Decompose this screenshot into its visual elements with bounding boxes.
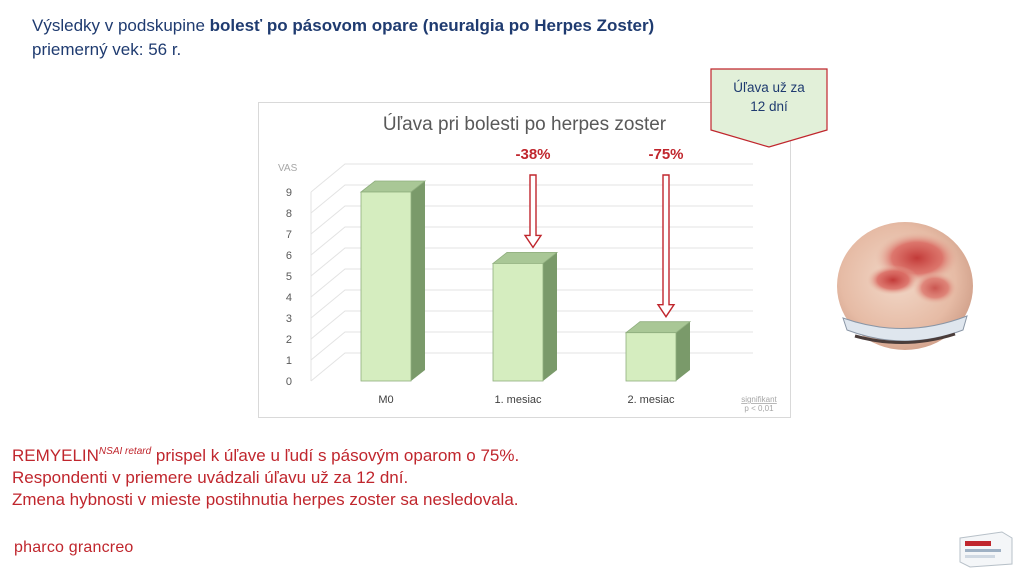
product-box-image xyxy=(959,531,1013,568)
header-line-2: priemerný vek: 56 r. xyxy=(32,40,182,59)
y-tick-label: 8 xyxy=(286,208,292,220)
down-arrow xyxy=(656,174,676,318)
summary-text: REMYELINNSAI retard prispel k úľave u ľu… xyxy=(12,441,519,511)
bar-chart: 0 1 2 3 4 5 6 7 8 9 VAS M0 1. mesiac 2. mesiac -38% -75… xyxy=(278,146,778,413)
y-tick-label: 1 xyxy=(286,355,292,367)
gridline xyxy=(310,247,753,277)
callout-line-2: 12 dní xyxy=(750,99,788,114)
summary-line-1-rest: prispel k úľave u ľudí s pásovým oparom … xyxy=(151,446,520,465)
x-tick-label: 1. mesiac xyxy=(494,394,542,406)
bar xyxy=(360,191,412,382)
gridline xyxy=(310,163,753,193)
chart-frame: Úľava pri bolesti po herpes zoster 0 1 2 3 4… xyxy=(258,102,791,418)
header-line-1: Výsledky v podskupine bolesť po pásovom … xyxy=(32,14,654,38)
gridline xyxy=(310,352,753,382)
callout-line-1: Úľava už za xyxy=(733,80,805,95)
header-prefix: Výsledky v podskupine xyxy=(32,16,210,35)
bar-side xyxy=(411,181,425,381)
gridline xyxy=(310,226,753,256)
gridline xyxy=(310,331,753,361)
y-tick-label: 9 xyxy=(286,187,292,199)
brand-superscript: NSAI retard xyxy=(98,446,152,457)
callout-shape xyxy=(710,68,828,148)
y-tick-label: 3 xyxy=(286,313,292,325)
herpes-zoster-skin-photo xyxy=(837,222,973,350)
gridline xyxy=(310,310,753,340)
gridline xyxy=(310,268,753,298)
callout-box: Úľava už za 12 dní xyxy=(710,68,828,148)
summary-line-3: Zmena hybnosti v mieste postihnutia herp… xyxy=(12,490,519,509)
p-value-label: p < 0,01 xyxy=(744,404,774,413)
change-label: -38% xyxy=(515,146,550,163)
bar xyxy=(625,332,677,382)
summary-line-2: Respondenti v priemere uvádzali úľavu už… xyxy=(12,468,409,487)
gridline xyxy=(310,184,753,214)
bar-side xyxy=(676,321,690,381)
x-tick-label: M0 xyxy=(378,394,393,406)
x-tick-label: 2. mesiac xyxy=(627,394,675,406)
y-axis-label: VAS xyxy=(278,163,298,174)
y-tick-label: 7 xyxy=(286,229,292,241)
bar-side xyxy=(543,252,557,381)
bar xyxy=(492,262,544,382)
summary-line-1: REMYELINNSAI retard prispel k úľave u ľu… xyxy=(12,441,519,467)
change-label: -75% xyxy=(648,146,683,163)
company-logo: pharco grancreo xyxy=(14,539,134,556)
y-tick-label: 5 xyxy=(286,271,292,283)
callout-text: Úľava už za 12 dní xyxy=(710,78,828,116)
slide-header: Výsledky v podskupine bolesť po pásovom … xyxy=(32,14,654,62)
header-bold: bolesť po pásovom opare (neuralgia po He… xyxy=(209,16,655,35)
significance-label: signifikant xyxy=(741,395,777,404)
down-arrow xyxy=(523,174,543,249)
gridline xyxy=(310,205,753,235)
y-tick-label: 0 xyxy=(286,376,292,388)
y-tick-label: 4 xyxy=(286,292,292,304)
y-tick-label: 6 xyxy=(286,250,292,262)
y-tick-label: 2 xyxy=(286,334,292,346)
gridline xyxy=(310,289,753,319)
chart-title: Úľava pri bolesti po herpes zoster xyxy=(382,114,667,135)
brand-name: REMYELIN xyxy=(12,446,99,465)
